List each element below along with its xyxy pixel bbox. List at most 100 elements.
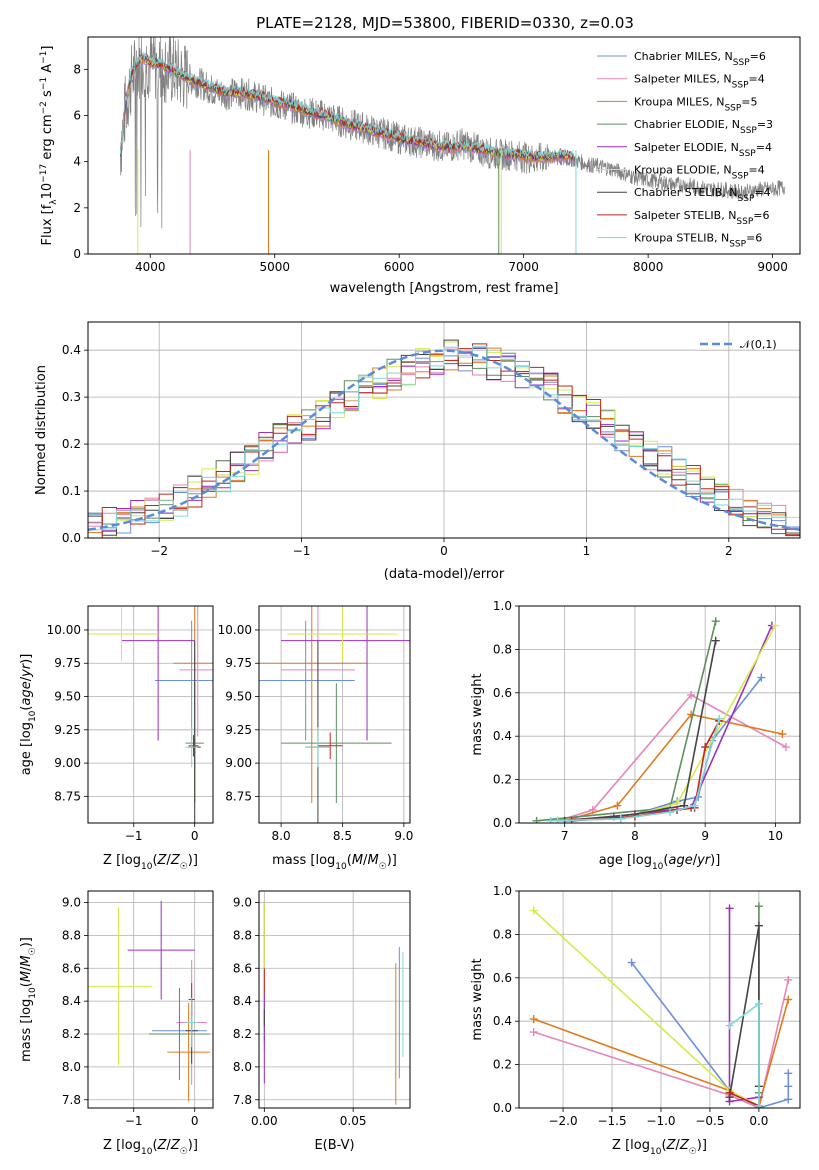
y-tick-label: 8.6	[233, 961, 252, 975]
mass-weight-series	[729, 1092, 760, 1107]
mass-weight-series	[729, 1002, 760, 1106]
y-tick-label: 9.25	[225, 723, 252, 737]
mass-weight-marker	[784, 1082, 793, 1091]
plot-area-residuals	[88, 339, 800, 538]
y-tick-label: 0.6	[493, 971, 512, 985]
x-tick-label: −1	[125, 829, 143, 843]
y-tick-label: 4	[73, 155, 81, 169]
x-tick-label: −1.0	[646, 1114, 675, 1128]
panel-mass-vs-Z: −1 0 7.8 8.0 8.2 8.4 8.6 8.8 9.0 Z [log10(Z/Z☉)] m…	[19, 890, 214, 1157]
mass-weight-marker	[754, 999, 763, 1008]
y-tick-label: 8.0	[233, 1060, 252, 1074]
x-axis-label: Z [log10(Z/Z☉)]	[103, 853, 198, 872]
mass-weight-series	[557, 693, 787, 822]
x-tick-label: 10	[768, 829, 783, 843]
y-tick-label: 0.2	[493, 1058, 512, 1072]
spectrum-legend: Chabrier MILES, NSSP=6 Salpeter MILES, NS…	[597, 50, 773, 250]
y-tick-label: 8.0	[62, 1060, 81, 1074]
residual-histogram-series	[88, 345, 800, 531]
gaussian-curve	[88, 349, 800, 532]
y-tick-label: 9.0	[233, 896, 252, 910]
mass-weight-marker	[687, 690, 696, 699]
y-tick-label: 9.50	[225, 690, 252, 704]
legend-label: Kroupa STELIB, NSSP=6	[634, 232, 762, 250]
axes-frame	[87, 36, 801, 255]
y-tick-label: 0.4	[493, 1014, 512, 1028]
panel-mass-vs-EBV: 0.00 0.05 7.8 8.0 8.2 8.4 8.6 8.8 9.0 E(B-V)	[233, 890, 411, 1153]
mass-weight-marker	[725, 904, 734, 913]
y-tick-label: 0.8	[493, 642, 512, 656]
mass-weight-marker	[616, 814, 625, 823]
y-tick-label: 0.2	[62, 437, 81, 451]
y-axis-label: age [log10(age/yr)]	[19, 654, 38, 776]
x-tick-label: 7000	[508, 260, 539, 274]
panel-residuals: −2 −1 0 1 2 0.0 0.1 0.2 0.3 0.4 𝒩(0,1) (data-model)…	[34, 321, 801, 582]
mass-weight-marker	[613, 801, 622, 810]
y-tick-label: 0.8	[493, 927, 512, 941]
x-tick-label: 5000	[259, 260, 290, 274]
y-tick-label: 6	[73, 108, 81, 122]
y-tick-label: 10.00	[47, 623, 81, 637]
axes-frame	[518, 605, 801, 824]
x-tick-label: −2.0	[548, 1114, 577, 1128]
y-tick-label: 0	[73, 247, 81, 261]
y-tick-label: 0.0	[493, 1101, 512, 1115]
mass-weight-marker	[771, 621, 780, 630]
y-axis-label: Normed distribution	[34, 365, 49, 495]
plot-area-massweight-vs-age	[532, 617, 790, 823]
y-tick-label: 8.8	[62, 928, 81, 942]
panel-massweight-vs-age: 7 8 9 10 0.0 0.2 0.4 0.6 0.8 1.0 age [log10(age/yr…	[470, 599, 801, 872]
x-axis-label: Z [log10(Z/Z☉)]	[612, 1138, 707, 1157]
axes-spectrum: 4000 5000 6000 7000 8000 9000 0 2 4 6 8 Chabrier MI…	[39, 36, 801, 296]
y-tick-label: 8.6	[62, 961, 81, 975]
x-tick-label: 4000	[135, 260, 166, 274]
legend-label: Kroupa MILES, NSSP=5	[634, 95, 758, 113]
x-tick-label: 8000	[633, 260, 664, 274]
axes-massweight-vs-age: 7 8 9 10 0.0 0.2 0.4 0.6 0.8 1.0 age [log10(age/yr…	[470, 599, 801, 872]
mass-weight-marker	[725, 1088, 734, 1097]
legend-label: Chabrier ELODIE, NSSP=3	[634, 118, 773, 136]
mass-weight-marker	[627, 958, 636, 967]
axes-age-vs-mass: 8.0 8.5 9.0 8.75 9.00 9.25 9.50 9.75 10.00 mass […	[218, 605, 413, 872]
mass-weight-marker	[778, 730, 787, 739]
mass-weight-marker	[715, 714, 724, 723]
y-tick-label: 0.4	[493, 729, 512, 743]
x-tick-label: −1	[125, 1114, 143, 1128]
mass-weight-marker	[784, 1095, 793, 1104]
mass-weight-marker	[725, 1021, 734, 1030]
mass-weight-marker	[784, 995, 793, 1004]
figure-title: PLATE=2128, MJD=53800, FIBERID=0330, z=0…	[256, 14, 634, 32]
x-tick-label: −1	[293, 544, 311, 558]
y-axis-label: Flux [fλ10−17 erg cm−2 s−1 A−1]	[39, 46, 59, 246]
x-tick-label: 9000	[757, 260, 788, 274]
mass-weight-marker	[784, 975, 793, 984]
x-tick-label: −2	[150, 544, 168, 558]
x-tick-label: 0.0	[749, 1114, 768, 1128]
legend-label: Salpeter ELODIE, NSSP=4	[634, 141, 772, 159]
x-axis-label: E(B-V)	[314, 1138, 354, 1153]
plot-area-mass-vs-EBV	[263, 902, 404, 1105]
legend-label: Salpeter STELIB, NSSP=6	[634, 209, 770, 227]
mass-weight-marker	[784, 1069, 793, 1078]
panel-spectrum: 4000 5000 6000 7000 8000 9000 0 2 4 6 8 Chabrier MI…	[39, 36, 801, 296]
mass-weight-marker	[754, 921, 763, 930]
x-tick-label: 9.0	[394, 829, 413, 843]
observed-spectrum-line	[120, 37, 786, 229]
mass-weight-series	[728, 925, 760, 1098]
y-tick-label: 2	[73, 201, 81, 215]
y-tick-label: 1.0	[493, 884, 512, 898]
y-tick-label: 9.75	[225, 656, 252, 670]
mass-weight-marker	[666, 808, 675, 817]
x-tick-label: 6000	[384, 260, 415, 274]
x-tick-label: 9	[701, 829, 709, 843]
mass-weight-series	[564, 713, 783, 822]
mass-weight-series	[557, 625, 773, 822]
x-tick-label: −1.5	[597, 1114, 626, 1128]
mass-weight-marker	[757, 673, 766, 682]
mass-weight-series	[564, 640, 717, 822]
legend-label: Salpeter MILES, NSSP=4	[634, 73, 765, 91]
x-axis-label: age [log10(age/yr)]	[599, 853, 721, 872]
plot-area-massweight-vs-Z	[529, 902, 793, 1108]
y-tick-label: 0.1	[62, 484, 81, 498]
